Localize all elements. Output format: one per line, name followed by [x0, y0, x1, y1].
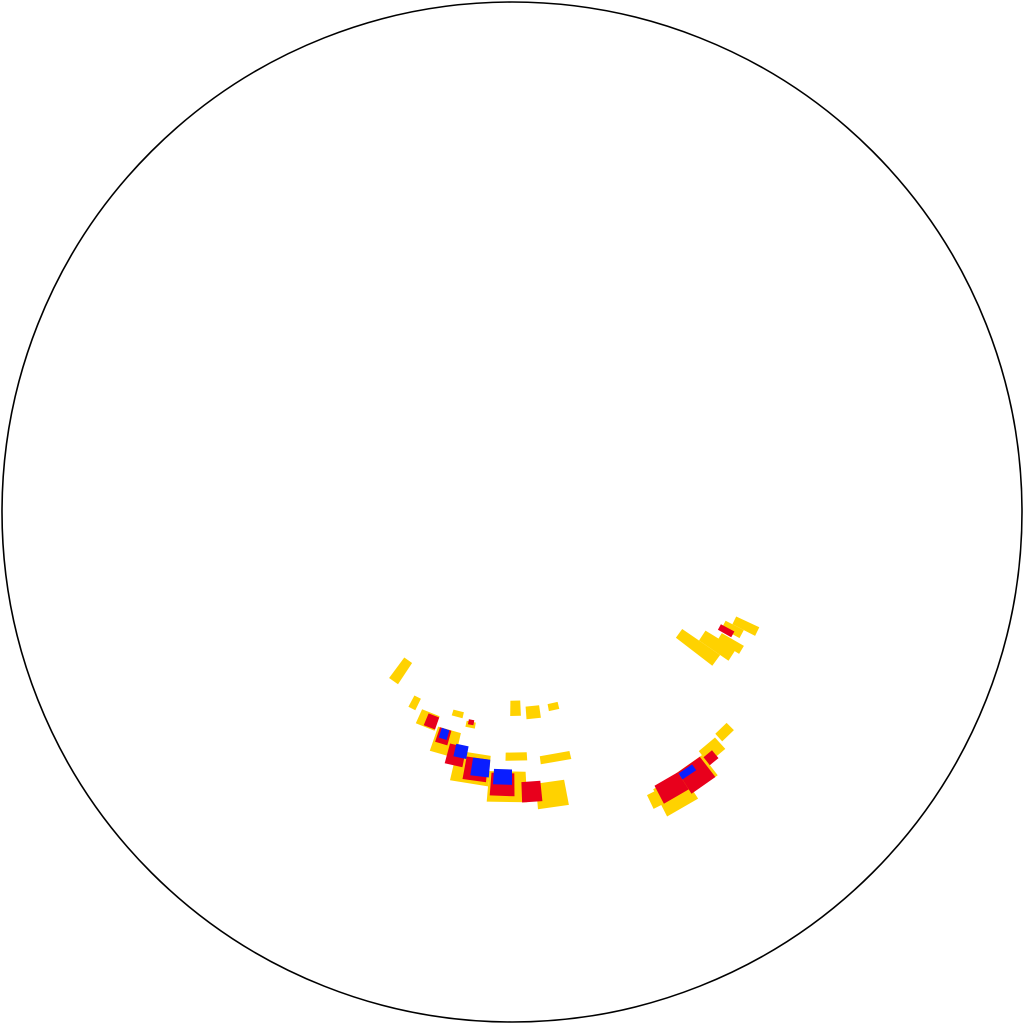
density-cell-level-2 [423, 713, 440, 730]
density-cell-level-3 [470, 757, 491, 778]
density-cell-level-1 [451, 709, 464, 719]
density-cell-level-1 [505, 752, 528, 761]
density-cell-level-1 [721, 620, 744, 639]
density-cell-level-1 [539, 751, 572, 765]
density-cell-level-2 [467, 719, 475, 726]
density-cell-level-2 [521, 780, 543, 803]
density-cell-level-1 [732, 616, 760, 636]
density-cell-level-1 [535, 779, 569, 810]
density-cell-level-1 [389, 657, 413, 685]
density-cell-level-1 [510, 700, 521, 716]
density-cell-level-1 [715, 722, 734, 742]
density-cell-level-1 [675, 629, 721, 666]
density-cells [389, 616, 760, 817]
density-cell-level-1 [699, 630, 736, 661]
density-cell-level-3 [453, 743, 469, 759]
density-cell-level-1 [525, 705, 541, 720]
density-cell-level-3 [678, 764, 697, 780]
density-cell-level-1 [717, 633, 744, 654]
density-cell-level-2 [654, 772, 689, 804]
density-cell-level-1 [547, 701, 560, 712]
density-cell-level-3 [493, 768, 512, 785]
density-cell-level-3 [438, 727, 450, 740]
density-cell-level-2 [703, 750, 719, 766]
density-cell-level-2 [717, 624, 735, 638]
density-cell-level-2 [677, 756, 716, 794]
density-cell-level-1 [408, 695, 421, 711]
